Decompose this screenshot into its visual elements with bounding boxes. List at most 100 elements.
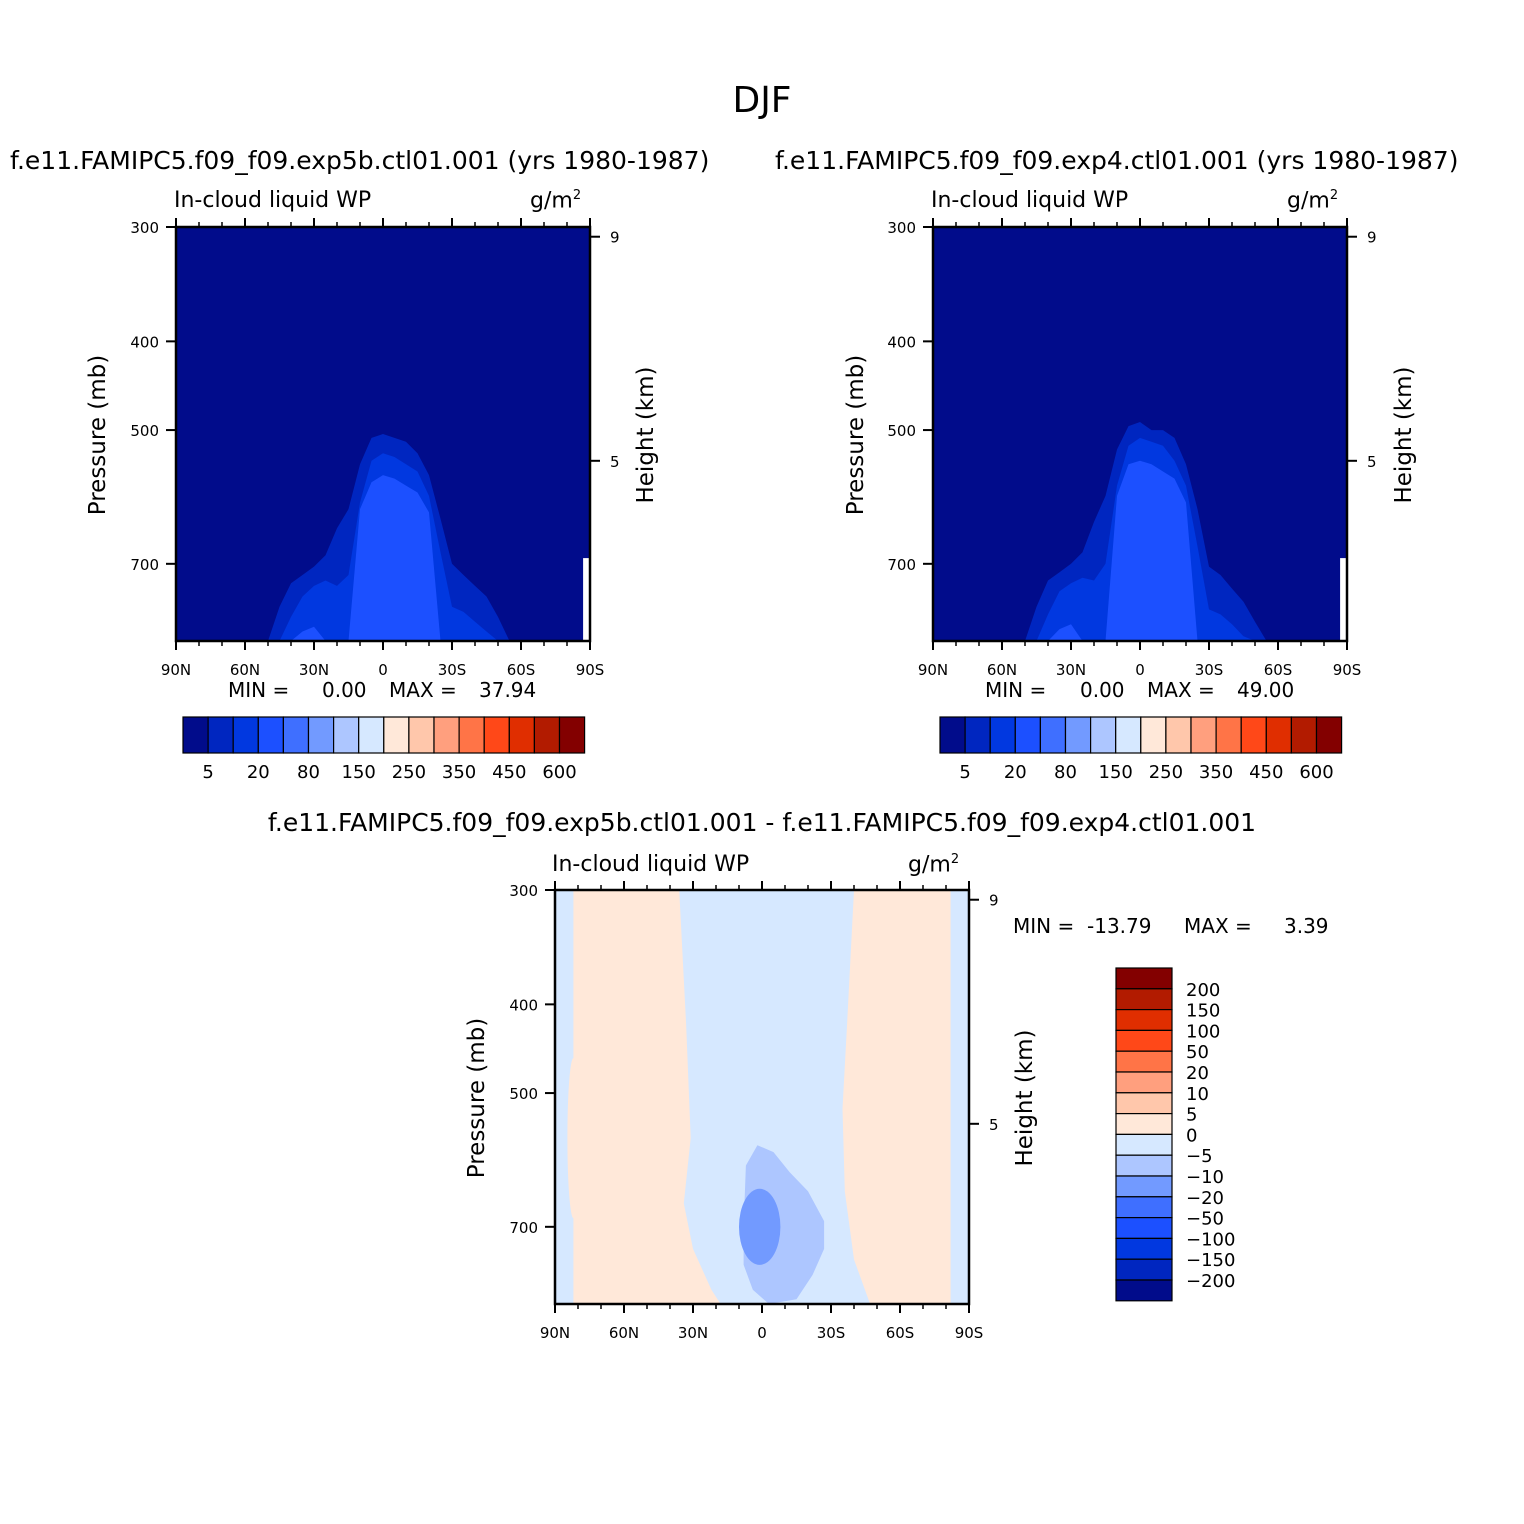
p2-colorbar-swatch [1089,716,1117,754]
panel1-max-label: MAX = [389,678,457,702]
p3-colorbar-swatch [1115,1216,1173,1239]
p1-y2-tick-label: 9 [610,229,620,247]
p3-x-tick-label: 60S [886,1324,915,1342]
p2-colorbar-label: 20 [1004,762,1027,783]
p3-x-tick-label: 30N [678,1324,708,1342]
panel2-min-value: 0.00 [1080,678,1125,702]
p3-colorbar-label: −200 [1186,1271,1235,1292]
p3-colorbar-label: −50 [1186,1209,1224,1230]
p3-colorbar-label: 10 [1186,1084,1209,1105]
p2-colorbar-label: 350 [1199,762,1233,783]
p3-colorbar-swatch [1115,1237,1173,1260]
p3-y-tick-label: 700 [509,1219,538,1237]
p1-colorbar-label: 250 [392,762,426,783]
p1-y2-tick-label: 5 [610,453,620,471]
p2-x-tick-label: 90S [1333,661,1362,679]
p2-y2-tick-label: 5 [1367,453,1377,471]
p3-negative-0-to-5 [679,890,871,1304]
p1-colorbar-swatch [458,716,485,754]
panel1-units-label: g/m2 [530,188,582,214]
p2-colorbar-label: 150 [1099,762,1133,783]
p3-colorbar-label: 5 [1186,1105,1197,1126]
p2-contour-level-20 [933,460,1347,641]
p2-missing-data [1340,558,1347,641]
p2-x-tick-label: 0 [1135,661,1145,679]
p1-y-tick-label: 700 [130,556,159,574]
p2-colorbar-label: 250 [1149,762,1183,783]
p2-x-tick-label: 30S [1195,661,1224,679]
p2-colorbar-swatch [1140,716,1167,754]
p1-colorbar-label: 450 [492,762,526,783]
p3-negative-5-to-10 [743,1145,825,1304]
p1-colorbar-label: 20 [247,762,270,783]
p1-x-tick-label: 60N [230,661,260,679]
p3-colorbar-swatch [1115,1008,1173,1031]
p3-colorbar-label: 20 [1186,1063,1209,1084]
p2-y2-tick-label: 9 [1367,229,1377,247]
p3-x-tick-label: 60N [609,1324,639,1342]
p1-y-tick-label: 400 [130,333,159,351]
p2-x-tick-label: 90N [918,661,948,679]
p3-colorbar-swatch [1115,967,1173,990]
p3-negative-10-to-20 [739,1188,781,1265]
p2-colorbar-label: 450 [1249,762,1283,783]
p1-colorbar-label: 600 [542,762,576,783]
p1-contour-level-20 [176,475,590,641]
panel3-variable-label: In-cloud liquid WP [552,852,750,877]
p1-colorbar-swatch [257,716,284,754]
panel2-run-title: f.e11.FAMIPC5.f09_f09.exp4.ctl01.001 (yr… [775,146,1459,175]
p2-colorbar-swatch [1240,716,1267,754]
p2-colorbar-label: 600 [1299,762,1333,783]
p2-x-tick-label: 30N [1056,661,1086,679]
p3-colorbar-label: −150 [1186,1250,1235,1271]
p2-colorbar-swatch [964,716,991,754]
p2-colorbar-swatch [1014,716,1041,754]
p1-colorbar-swatch [282,716,310,754]
p1-colorbar-label: 5 [202,762,213,783]
p2-colorbar-swatch [1039,716,1067,754]
p3-y-tick-label: 300 [509,882,538,900]
p3-colorbar-label: −100 [1186,1229,1235,1250]
p2-colorbar-swatch [989,716,1016,754]
p3-x-tick-label: 90N [540,1324,570,1342]
p2-colorbar-label: 5 [959,762,970,783]
p3-colorbar-swatch [1115,1175,1173,1198]
p3-colorbar-swatch [1115,1258,1173,1281]
panel1-max-value: 37.94 [479,678,537,702]
p3-colorbar-label: −10 [1186,1167,1224,1188]
p2-colorbar-swatch [1290,716,1318,754]
p3-colorbar-swatch [1115,1029,1173,1052]
p3-colorbar-label: −5 [1186,1146,1213,1167]
p1-colorbar-swatch [182,716,209,754]
panel2-variable-label: In-cloud liquid WP [931,188,1129,213]
p2-colorbar-swatch [939,716,966,754]
p2-y-tick-label: 300 [887,219,916,237]
p1-colorbar-label: 150 [342,762,376,783]
p1-x-tick-label: 30N [299,661,329,679]
p1-colorbar-swatch [533,716,561,754]
p3-colorbar-swatch [1115,1133,1173,1156]
p1-colorbar-label: 350 [442,762,476,783]
panel3-run-title: f.e11.FAMIPC5.f09_f09.exp5b.ctl01.001 - … [267,808,1257,837]
p3-north-polar-negative [555,890,574,1304]
p3-colorbar-swatch [1115,1154,1173,1177]
p2-x-tick-label: 60S [1264,661,1293,679]
p1-missing-data [583,558,590,641]
p1-x-tick-label: 60S [507,661,536,679]
p3-colorbar-label: 100 [1186,1021,1220,1042]
p3-colorbar-swatch [1115,1279,1173,1302]
p1-colorbar-swatch [433,716,460,754]
p2-colorbar-swatch [1265,716,1293,754]
p3-south-polar-negative [950,890,969,1304]
panel3-max-label: MAX = [1184,914,1252,938]
p3-colorbar-swatch [1115,988,1173,1011]
p1-colorbar-swatch [383,716,410,754]
p3-x-tick-label: 30S [817,1324,846,1342]
p2-y-tick-label: 700 [887,556,916,574]
p3-colorbar-label: 150 [1186,1001,1220,1022]
p2-colorbar-swatch [1064,716,1092,754]
p3-colorbar-swatch [1115,1112,1173,1135]
panel2-max-value: 49.00 [1237,678,1295,702]
p3-colorbar-label: 50 [1186,1042,1209,1063]
